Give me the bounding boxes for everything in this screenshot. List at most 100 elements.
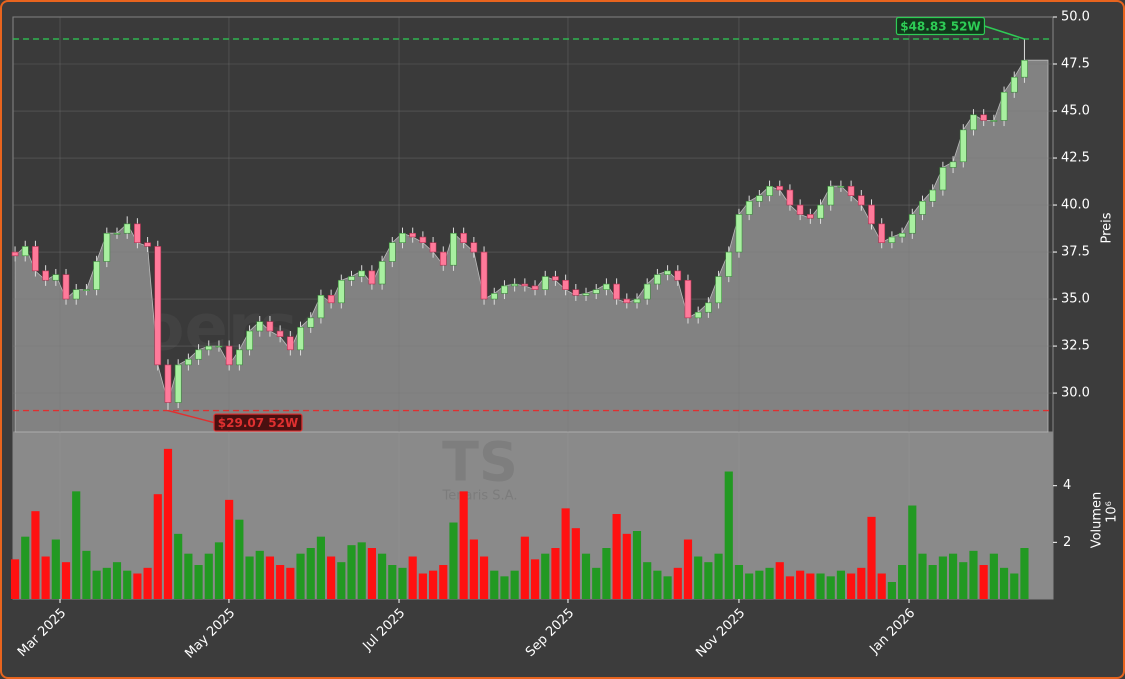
volume-bar — [143, 567, 152, 599]
volume-bar — [82, 550, 91, 599]
candle-body — [123, 223, 131, 234]
volume-bar — [785, 576, 795, 599]
volume-bar — [418, 573, 427, 599]
candle-body — [399, 232, 406, 243]
candle-body — [868, 204, 875, 225]
candle-body — [368, 270, 376, 285]
volume-bar — [755, 570, 764, 599]
candle-body — [541, 276, 549, 290]
volume-bar — [225, 499, 234, 599]
candle-body — [480, 251, 488, 300]
volume-bar — [796, 570, 805, 599]
volume-bar — [408, 556, 417, 599]
candle-body — [439, 251, 447, 266]
candle-body — [684, 279, 692, 319]
candle-body — [735, 214, 743, 253]
volume-bar — [806, 573, 815, 599]
volume-bar — [500, 576, 509, 599]
y-tick-label: 32.5 — [1061, 339, 1090, 354]
volume-bar — [653, 570, 662, 599]
y-tick-label: 42.5 — [1061, 151, 1090, 166]
candle-body — [552, 276, 559, 281]
volume-bar — [51, 539, 60, 599]
volume-bar — [734, 565, 744, 599]
volume-bar — [449, 522, 458, 599]
volume-bar — [765, 567, 774, 599]
volume-bar — [276, 565, 285, 599]
candle-body — [83, 289, 90, 291]
volume-bar — [510, 570, 519, 599]
volume-bar — [429, 570, 438, 599]
volume-bar — [398, 567, 407, 599]
volume-bar — [959, 562, 968, 599]
candle-body — [827, 185, 835, 206]
candle-body — [745, 200, 753, 215]
candle-body — [929, 189, 937, 202]
annotation-label: $48.83 52W — [900, 20, 980, 34]
volume-bar — [622, 533, 631, 599]
candle-body — [450, 232, 457, 266]
volume-bar — [530, 559, 540, 599]
volume-bar — [612, 514, 621, 599]
candle-body — [786, 189, 794, 206]
volume-bar — [551, 548, 560, 599]
volume-bar — [439, 565, 448, 599]
candle-body — [317, 294, 325, 319]
annotation-box — [895, 16, 986, 36]
candle-body — [919, 200, 926, 215]
volume-bar — [306, 548, 315, 599]
volume-bar — [949, 553, 958, 599]
candle-body — [1021, 59, 1028, 78]
candle-body — [134, 223, 141, 243]
candle-body — [582, 293, 590, 296]
volume-bar — [898, 565, 907, 599]
volume-bar — [163, 448, 173, 599]
candle-body — [990, 120, 998, 122]
volume-bar — [571, 528, 580, 599]
candle-body — [654, 274, 661, 285]
candle-body — [623, 298, 631, 304]
annotation-box — [213, 413, 303, 432]
volume-bar — [469, 539, 478, 599]
candle-body — [93, 261, 100, 290]
candle-body — [949, 161, 957, 168]
candle-body — [970, 114, 977, 131]
candle-body — [429, 242, 437, 253]
candle-body — [266, 321, 274, 332]
volume-bar — [31, 511, 40, 599]
candle-body — [419, 236, 427, 243]
candle-body — [297, 326, 304, 351]
candle-body — [755, 195, 763, 202]
volume-bar — [479, 556, 489, 599]
y-tick-label: 50.0 — [1061, 10, 1090, 25]
candle-body — [286, 336, 294, 351]
volume-bar — [255, 550, 264, 599]
candle-body — [939, 167, 947, 191]
volume-bar — [378, 553, 387, 599]
candle-body — [409, 232, 417, 238]
candle-body — [52, 274, 60, 281]
volume-bar — [673, 567, 682, 599]
candle-body — [195, 349, 202, 360]
candle-body — [205, 345, 213, 351]
candle-body — [592, 289, 600, 294]
volume-bar — [632, 531, 642, 599]
y-tick-label: 35.0 — [1061, 292, 1090, 307]
volume-bar — [867, 516, 876, 599]
volume-scale-label: 10⁶ — [1105, 501, 1120, 523]
candle-body — [715, 276, 722, 304]
volume-bar — [92, 570, 101, 599]
candle-body — [256, 321, 264, 332]
candle-body — [694, 311, 702, 319]
volume-bar — [520, 536, 529, 599]
candle-body — [613, 283, 620, 300]
volume-bar — [174, 533, 183, 599]
volume-axis-label: Volumen — [1090, 492, 1105, 549]
candle-body — [307, 317, 315, 328]
volume-bar — [887, 582, 896, 599]
annotation-arrow — [984, 25, 1025, 40]
candle-body — [470, 242, 478, 253]
candle-body — [113, 232, 121, 235]
candle-body — [888, 236, 896, 243]
candle-body — [348, 276, 355, 281]
